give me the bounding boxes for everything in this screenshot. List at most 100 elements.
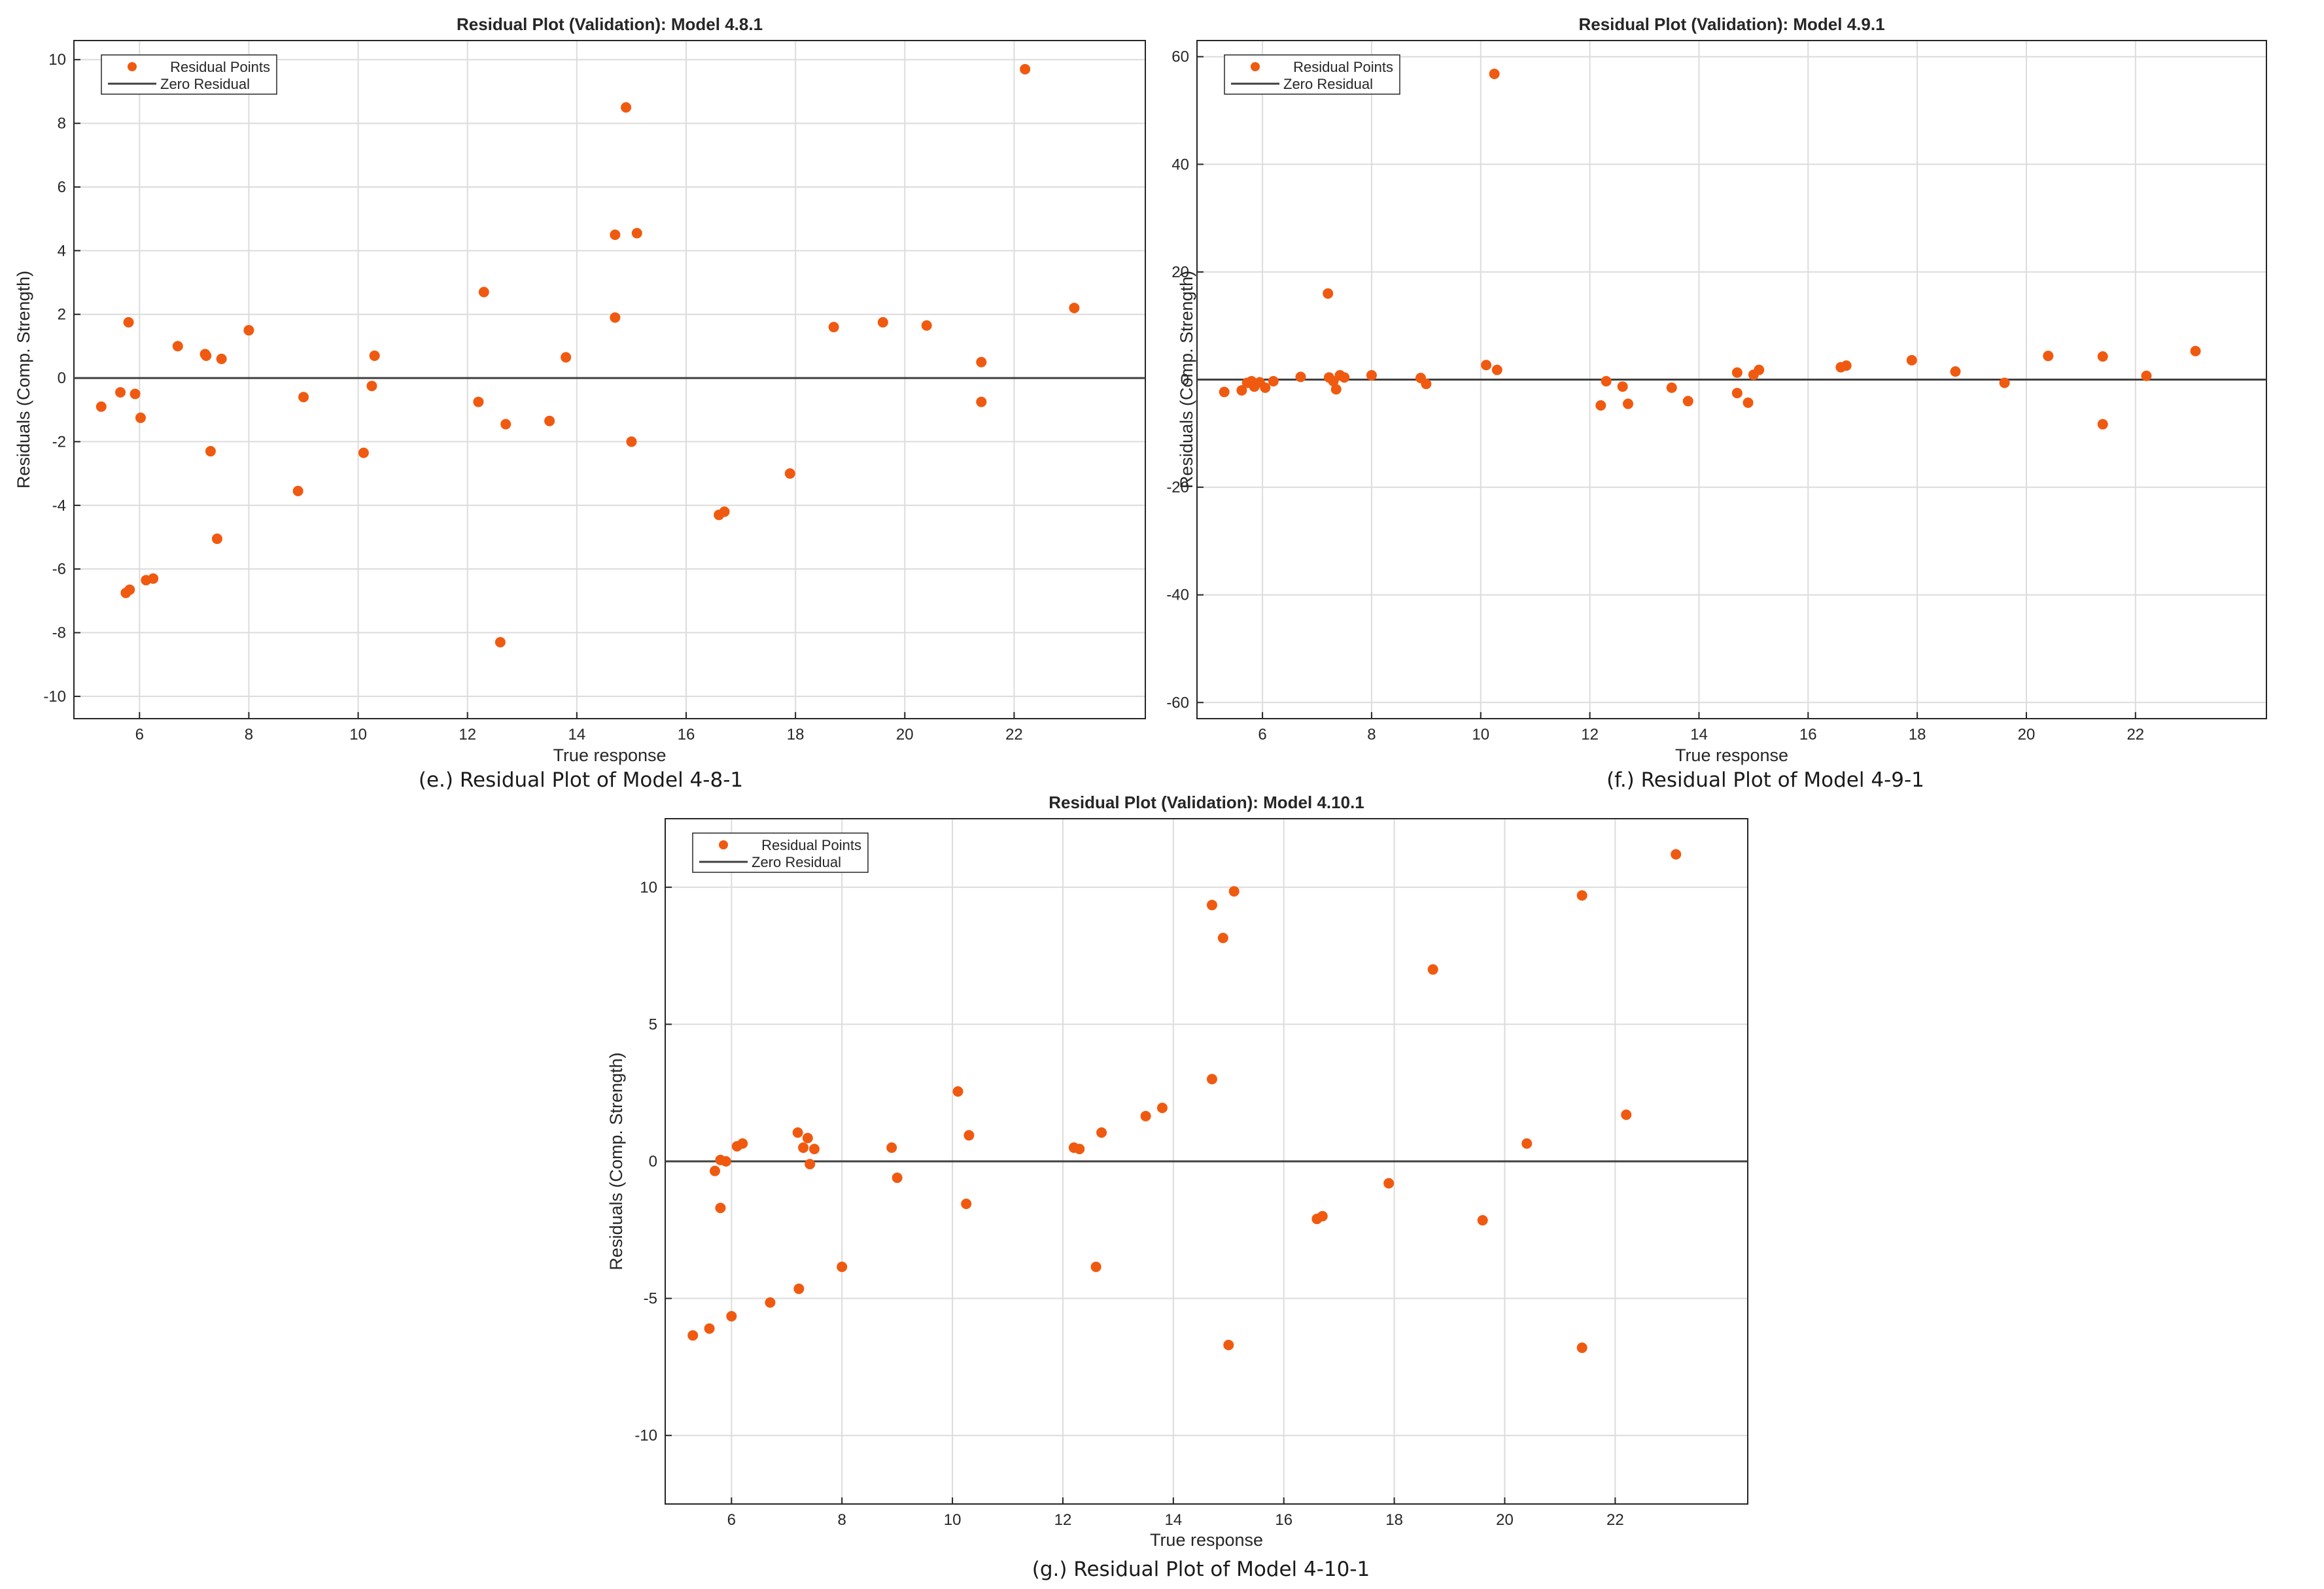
chart3-residual-point <box>1621 1109 1632 1120</box>
chart1-residual-point <box>95 401 107 412</box>
chart2-residual-point <box>1366 369 1377 381</box>
chart3-residual-point <box>792 1127 803 1138</box>
chart1-x-axis-label: True response <box>553 745 666 765</box>
chart1-residual-point <box>500 419 512 430</box>
chart1-x-tick-label: 14 <box>568 726 586 743</box>
chart1-residual-point <box>976 396 987 407</box>
chart1-residual-point <box>494 637 506 648</box>
chart1-residual-point <box>610 312 621 323</box>
chart1-legend-box <box>101 54 277 95</box>
chart2-residual-point <box>1731 388 1743 399</box>
chart3-residual-point <box>1576 1342 1587 1354</box>
chart2-x-tick-label: 14 <box>1690 726 1708 743</box>
chart3-residual-point <box>802 1133 813 1144</box>
chart2-y-tick-label: -60 <box>1166 694 1189 711</box>
chart2-x-tick-label: 6 <box>1258 726 1266 743</box>
chart3-residual-point <box>963 1130 975 1141</box>
chart3-residual-point <box>1427 964 1438 975</box>
chart1-residual-point <box>561 352 572 363</box>
chart1-residual-point <box>211 533 222 544</box>
chart2-legend-label-points: Residual Points <box>1293 59 1393 75</box>
chart2-residual-point <box>1617 381 1628 392</box>
chart3-x-tick-label: 8 <box>838 1511 846 1529</box>
chart3-residual-point <box>808 1144 820 1155</box>
chart3-residual-point <box>1140 1110 1151 1121</box>
chart3-residual-point <box>793 1283 805 1294</box>
chart3-y-axis-label: Residuals (Comp. Strength) <box>606 1052 626 1270</box>
chart1-residual-point <box>292 485 304 496</box>
chart3-x-axis-label: True response <box>1150 1530 1263 1550</box>
chart1-residual-point <box>201 350 212 361</box>
chart3-residual-point <box>1228 886 1240 897</box>
chart2-x-axis-label: True response <box>1675 745 1788 765</box>
chart3-residual-point <box>1090 1261 1101 1273</box>
chart1-y-axis-label: Residuals (Comp. Strength) <box>14 271 33 488</box>
chart3-residual-point <box>709 1165 720 1176</box>
chart2-residual-point <box>1623 398 1634 409</box>
chart1-residual-point <box>358 447 369 458</box>
chart3-x-tick-label: 6 <box>727 1511 736 1529</box>
chart1-caption: (e.) Residual Plot of Model 4-8-1 <box>419 768 743 792</box>
chart3-x-tick-label: 10 <box>944 1511 962 1529</box>
chart2-y-tick-label: 20 <box>1171 264 1189 281</box>
chart3-x-tick-label: 12 <box>1054 1511 1072 1529</box>
chart1-y-tick-label: -8 <box>52 624 66 642</box>
chart3-residual-point <box>1156 1102 1168 1114</box>
chart1-residual-point <box>243 325 254 336</box>
chart2-legend-label-zero: Zero Residual <box>1283 76 1373 92</box>
chart1-y-tick-label: -10 <box>43 688 66 706</box>
chart2-residual-point <box>1601 375 1612 386</box>
chart3-residual-point <box>1074 1144 1085 1155</box>
chart2-x-tick-label: 16 <box>1799 726 1817 743</box>
chart3-legend-marker <box>719 840 728 849</box>
chart3-y-tick-label: 0 <box>649 1153 657 1170</box>
chart3-x-tick-label: 22 <box>1606 1511 1624 1529</box>
chart1-residual-point <box>1020 63 1031 75</box>
chart2-residual-point <box>1421 379 1432 390</box>
chart3-residual-point <box>1217 932 1228 944</box>
chart2-residual-point <box>2097 419 2108 430</box>
chart3-residual-point <box>720 1156 731 1167</box>
chart1-residual-point <box>123 316 134 328</box>
chart1-residual-point <box>172 341 183 352</box>
chart1: 6 8 10 12 14 16 18 20 22 -10 -8 -6 -4 -2 0 2 4 6 8 10 Residu… <box>14 14 1146 792</box>
chart1-residual-point <box>478 286 489 298</box>
chart3-residual-point <box>1671 849 1682 860</box>
chart2-residual-point <box>1219 386 1230 398</box>
chart3: 6 8 10 12 14 16 18 20 22 -10 -5 0 5 10 Residual Plot (… <box>606 793 1748 1581</box>
chart2-residual-point <box>1731 367 1743 378</box>
chart2-y-axis-label: Residuals (Comp. Strength) <box>1177 271 1196 488</box>
chart1-x-tick-label: 10 <box>349 726 367 743</box>
chart3-residual-point <box>1096 1127 1107 1138</box>
chart1-x-tick-label: 18 <box>787 726 805 743</box>
chart1-legend-marker <box>128 62 137 71</box>
chart2-residual-point <box>1682 396 1693 407</box>
chart3-residual-point <box>1206 900 1217 911</box>
chart1-residual-point <box>366 381 377 392</box>
chart2-residual-point <box>1595 400 1606 411</box>
chart2-caption: (f.) Residual Plot of Model 4-9-1 <box>1606 768 1924 792</box>
chart3-caption: (g.) Residual Plot of Model 4-10-1 <box>1032 1558 1370 1581</box>
chart1-residual-point <box>877 316 888 328</box>
chart1-y-tick-label: 0 <box>58 369 66 387</box>
chart1-residual-point <box>626 436 637 447</box>
chart2-residual-point <box>1268 375 1279 386</box>
chart2-y-tick-label: -40 <box>1166 587 1189 604</box>
chart2-legend-marker <box>1251 62 1260 71</box>
chart1-residual-point <box>148 573 159 584</box>
chart2-residual-point <box>1999 377 2010 388</box>
chart3-y-tick-label: -5 <box>644 1290 657 1308</box>
chart2-residual-point <box>1491 364 1502 375</box>
chart1-residual-point <box>135 412 146 423</box>
chart2-x-tick-label: 20 <box>2018 726 2036 743</box>
chart3-residual-point <box>1206 1074 1217 1085</box>
chart3-residual-point <box>687 1330 699 1341</box>
chart3-title: Residual Plot (Validation): Model 4.10.1 <box>1049 793 1364 812</box>
chart3-residual-point <box>1383 1178 1395 1189</box>
chart3-x-tick-label: 18 <box>1385 1511 1403 1529</box>
chart3-residual-point <box>805 1159 816 1170</box>
chart2-x-tick-label: 10 <box>1472 726 1489 743</box>
